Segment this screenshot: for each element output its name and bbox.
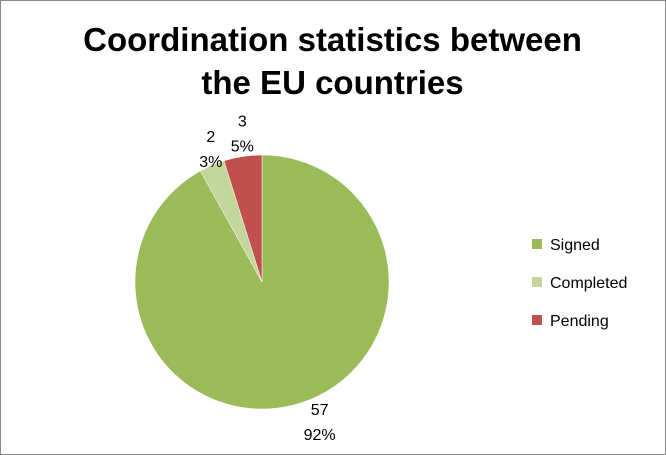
data-label: 3	[238, 114, 247, 131]
pie-slice	[223, 154, 263, 283]
legend-swatch	[532, 277, 542, 287]
chart-title: Coordination statistics between the EU c…	[83, 21, 582, 101]
legend-swatch	[532, 239, 542, 249]
legend-label: Signed	[550, 237, 600, 254]
data-label: 2	[206, 129, 215, 146]
percent-label: 3%	[199, 154, 222, 171]
percent-label: 92%	[304, 427, 336, 444]
legend-swatch	[532, 315, 542, 325]
title-box: Coordination statistics between the EU c…	[83, 21, 582, 101]
legend-label: Pending	[550, 313, 609, 330]
percent-label: 5%	[231, 139, 254, 156]
data-label: 57	[311, 402, 329, 419]
legend-label: Completed	[550, 275, 627, 292]
